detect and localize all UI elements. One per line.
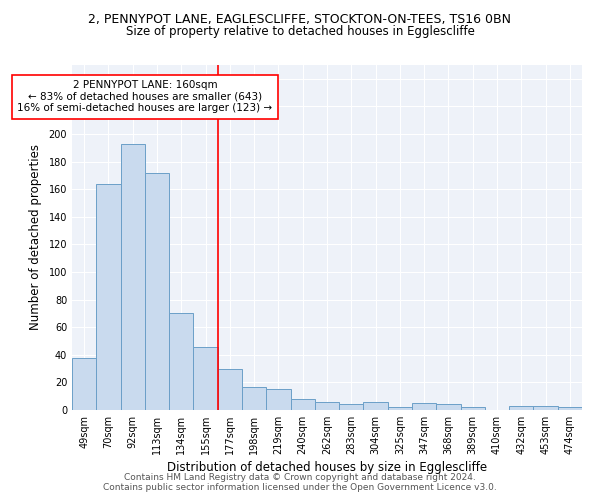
Bar [72, 358, 96, 410]
Bar [509, 406, 533, 410]
Bar [121, 144, 145, 410]
X-axis label: Distribution of detached houses by size in Egglescliffe: Distribution of detached houses by size … [167, 461, 487, 474]
Bar [266, 390, 290, 410]
Bar [169, 314, 193, 410]
Bar [436, 404, 461, 410]
Bar [96, 184, 121, 410]
Text: 2 PENNYPOT LANE: 160sqm
← 83% of detached houses are smaller (643)
16% of semi-d: 2 PENNYPOT LANE: 160sqm ← 83% of detache… [17, 80, 272, 114]
Bar [290, 399, 315, 410]
Bar [412, 403, 436, 410]
Bar [145, 172, 169, 410]
Text: Contains HM Land Registry data © Crown copyright and database right 2024.
Contai: Contains HM Land Registry data © Crown c… [103, 473, 497, 492]
Y-axis label: Number of detached properties: Number of detached properties [29, 144, 41, 330]
Bar [461, 407, 485, 410]
Bar [242, 386, 266, 410]
Bar [533, 406, 558, 410]
Bar [364, 402, 388, 410]
Bar [218, 368, 242, 410]
Text: Size of property relative to detached houses in Egglescliffe: Size of property relative to detached ho… [125, 25, 475, 38]
Bar [193, 346, 218, 410]
Text: 2, PENNYPOT LANE, EAGLESCLIFFE, STOCKTON-ON-TEES, TS16 0BN: 2, PENNYPOT LANE, EAGLESCLIFFE, STOCKTON… [89, 12, 511, 26]
Bar [558, 407, 582, 410]
Bar [339, 404, 364, 410]
Bar [388, 407, 412, 410]
Bar [315, 402, 339, 410]
